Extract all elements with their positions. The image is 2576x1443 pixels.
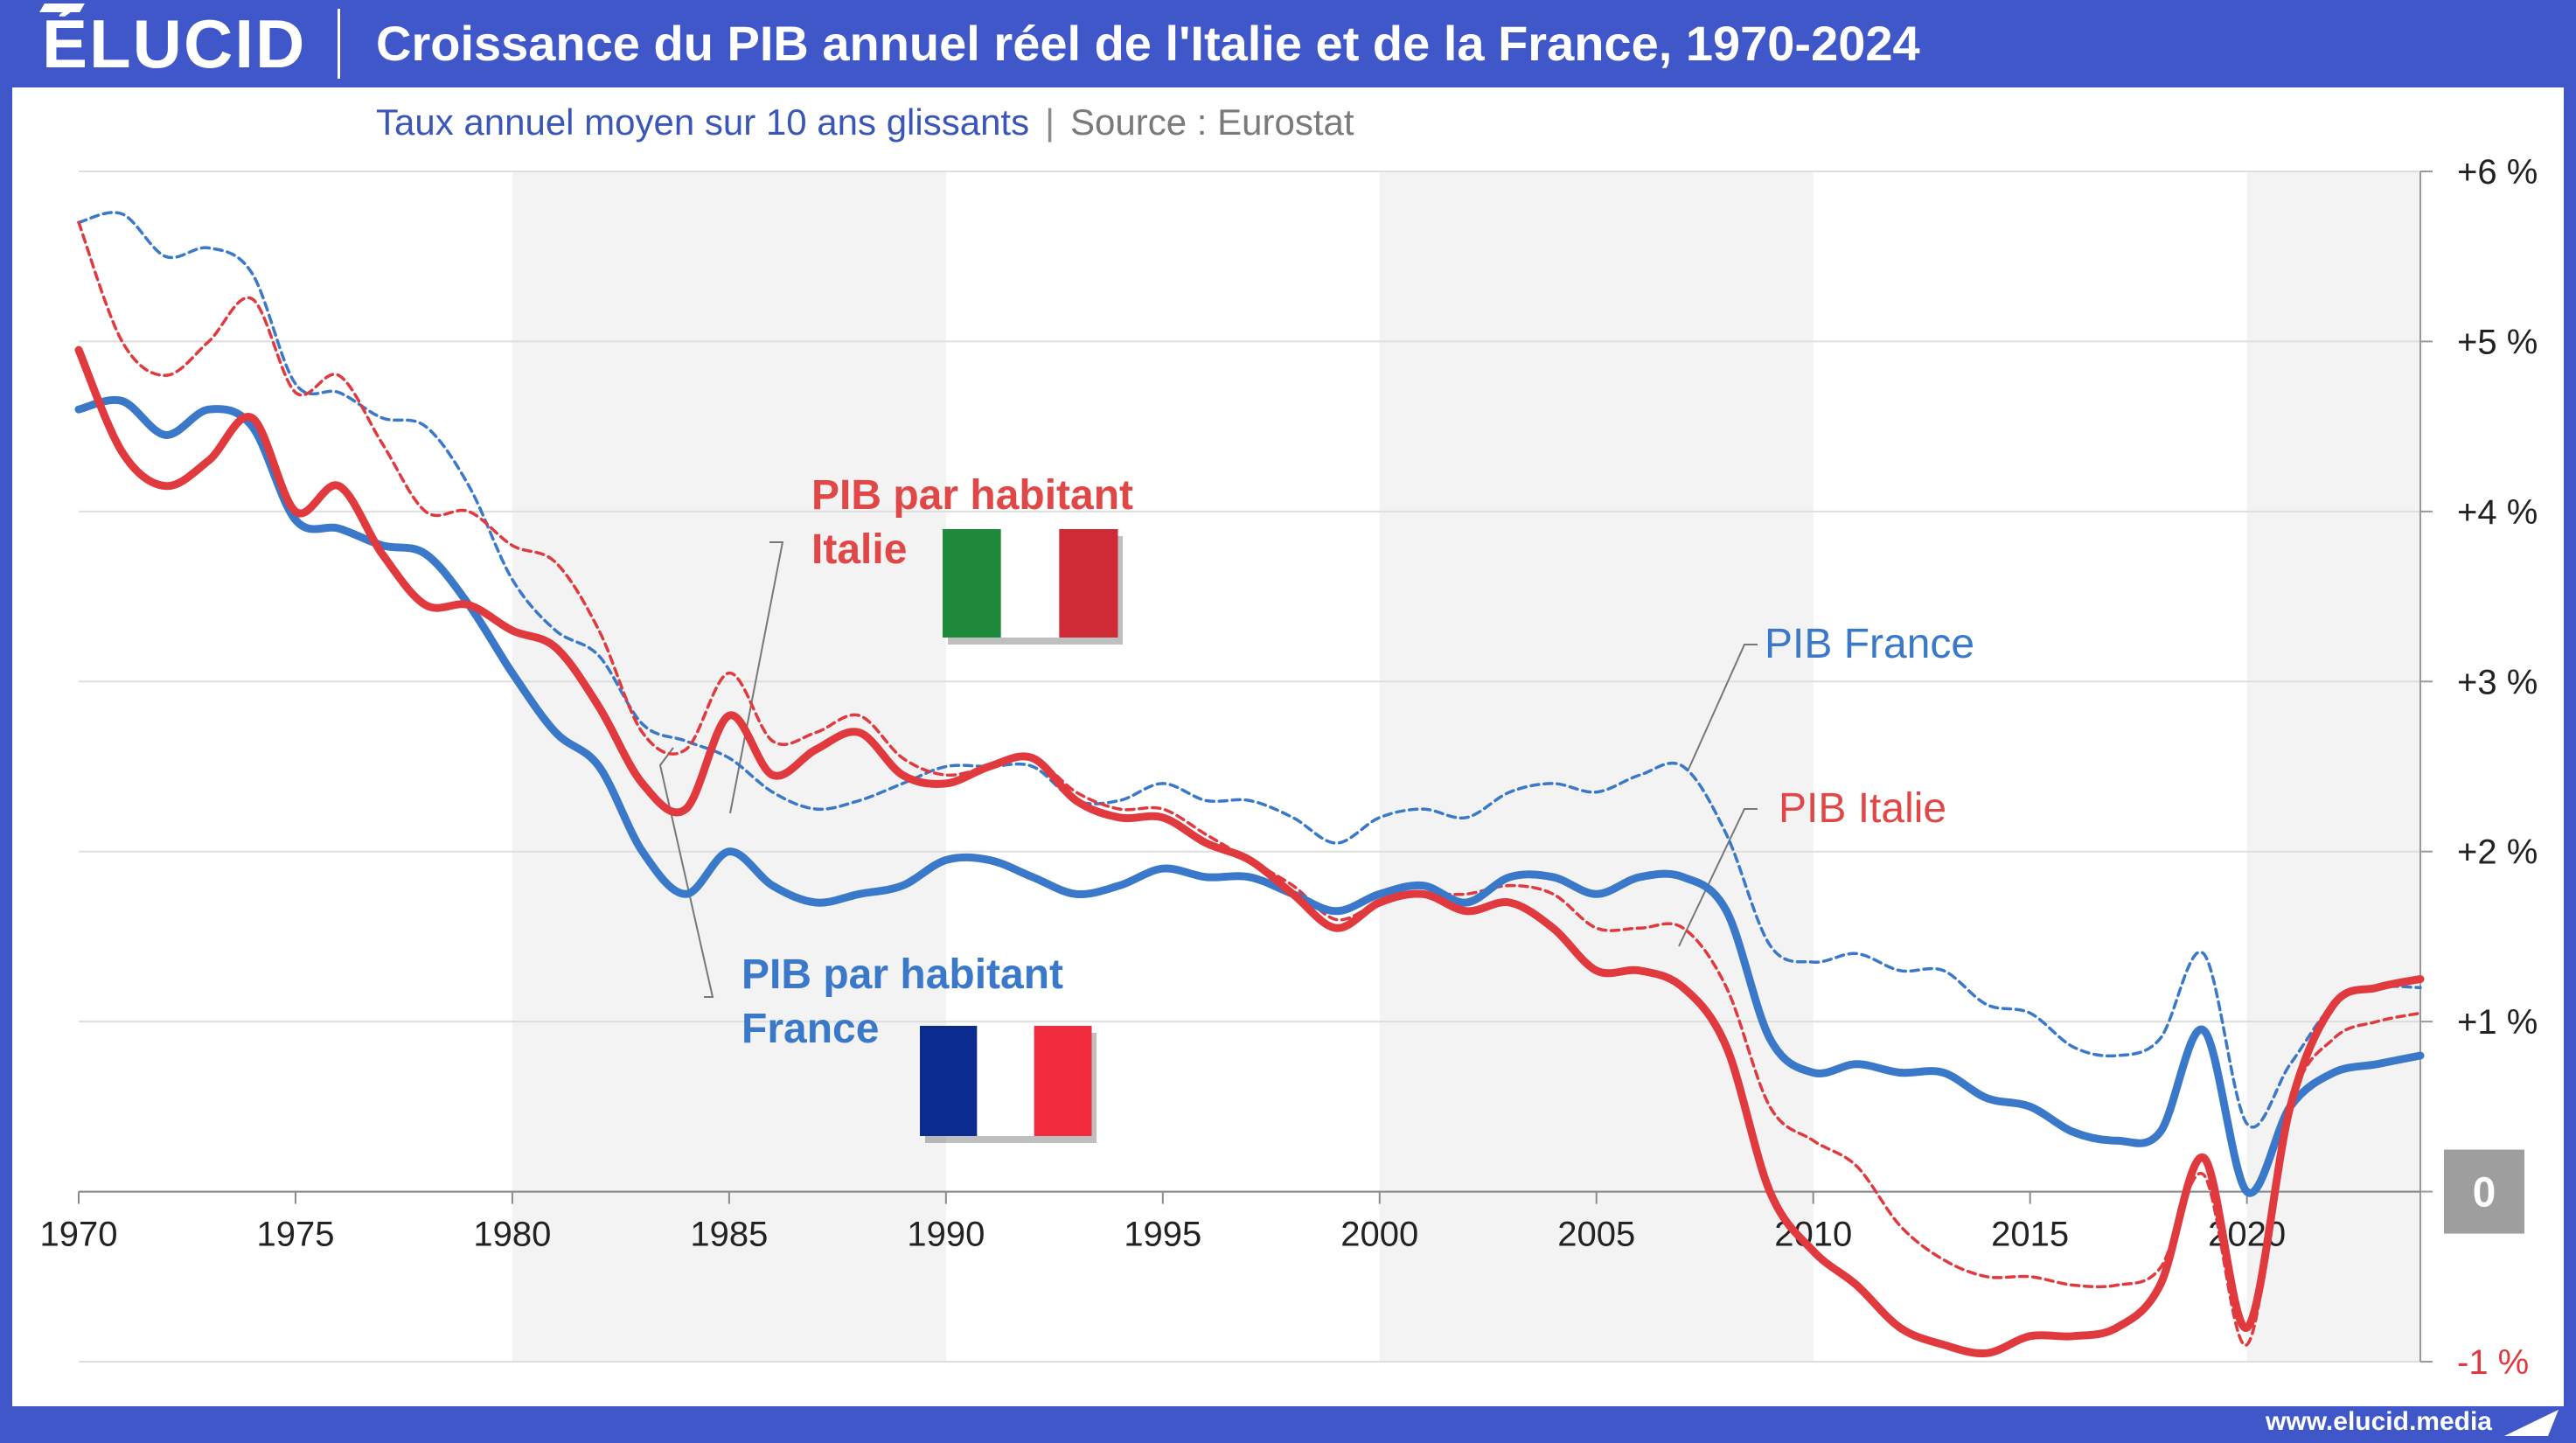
chart-panel bbox=[12, 87, 2564, 1406]
y-tick-label: +6 % bbox=[2457, 153, 2538, 192]
callout-leader-line bbox=[1687, 644, 1758, 772]
footer-url[interactable]: www.elucid.media bbox=[2266, 1407, 2492, 1436]
series-line-pib-italie bbox=[77, 220, 2422, 1347]
x-tick-label: 2005 bbox=[1557, 1216, 1635, 1254]
callout-leader-line bbox=[1678, 808, 1758, 947]
label-pib-italie: PIB Italie bbox=[1779, 785, 1946, 832]
header-separator bbox=[338, 9, 340, 79]
x-tick-label: 1975 bbox=[256, 1216, 334, 1254]
label-pib-habitant-italie: PIB par habitant bbox=[811, 472, 1133, 519]
decade-band bbox=[512, 171, 946, 1362]
y-tick-label: +2 % bbox=[2457, 833, 2538, 872]
brand-logo: ÉLUCID bbox=[42, 5, 307, 82]
callout-leader-line bbox=[658, 747, 714, 998]
x-tick-label: 1985 bbox=[690, 1216, 768, 1254]
label-pib-france: PIB France bbox=[1765, 621, 1974, 667]
y-tick-label: +5 % bbox=[2457, 323, 2538, 361]
series-line-pib-habitant-france bbox=[74, 395, 2425, 1197]
label-pib-habitant-france: France bbox=[741, 1006, 879, 1052]
series-line-pib-habitant-italie bbox=[74, 345, 2425, 1358]
label-pib-habitant-italie: Italie bbox=[811, 526, 907, 573]
flag-stripe bbox=[943, 529, 1002, 638]
callout-leader-line bbox=[729, 541, 784, 814]
x-tick-label: 2015 bbox=[1991, 1216, 2069, 1254]
x-tick-label: 1970 bbox=[40, 1216, 118, 1254]
label-pib-habitant-france: PIB par habitant bbox=[741, 952, 1063, 998]
header-bar: ÉLUCID Croissance du PIB annuel réel de … bbox=[0, 0, 2576, 87]
flag-france-icon bbox=[920, 1026, 1097, 1143]
x-tick-label: 1995 bbox=[1124, 1216, 1201, 1254]
y-tick-label: -1 % bbox=[2457, 1343, 2529, 1382]
logo-arrow-icon bbox=[2504, 1410, 2559, 1436]
y-tick-label: +4 % bbox=[2457, 493, 2538, 532]
y-tick-label: +1 % bbox=[2457, 1003, 2538, 1042]
chart-subtitle: Taux annuel moyen sur 10 ans glissants | S… bbox=[376, 96, 1354, 149]
decade-band bbox=[1379, 171, 1814, 1362]
x-tick-label: 2000 bbox=[1340, 1216, 1418, 1254]
y-tick-label: 0 bbox=[2473, 1170, 2496, 1216]
y-tick-label: +3 % bbox=[2457, 663, 2538, 701]
flag-italy-icon bbox=[943, 529, 1123, 645]
x-tick-label: 1980 bbox=[473, 1216, 551, 1254]
flag-stripe bbox=[1000, 529, 1060, 638]
source-text: Source : Eurostat bbox=[1070, 101, 1354, 143]
chart-title: Croissance du PIB annuel réel de l'Itali… bbox=[376, 16, 1920, 71]
subtitle-separator: | bbox=[1045, 101, 1055, 143]
flag-stripe bbox=[920, 1026, 978, 1136]
flag-stripe bbox=[1059, 529, 1118, 638]
flag-stripe bbox=[1034, 1026, 1092, 1136]
x-tick-label: 1990 bbox=[907, 1216, 985, 1254]
series-line-pib-france bbox=[77, 211, 2422, 1129]
subtitle-text: Taux annuel moyen sur 10 ans glissants bbox=[376, 101, 1030, 143]
flag-stripe bbox=[977, 1026, 1035, 1136]
zero-label-box bbox=[2444, 1149, 2524, 1234]
